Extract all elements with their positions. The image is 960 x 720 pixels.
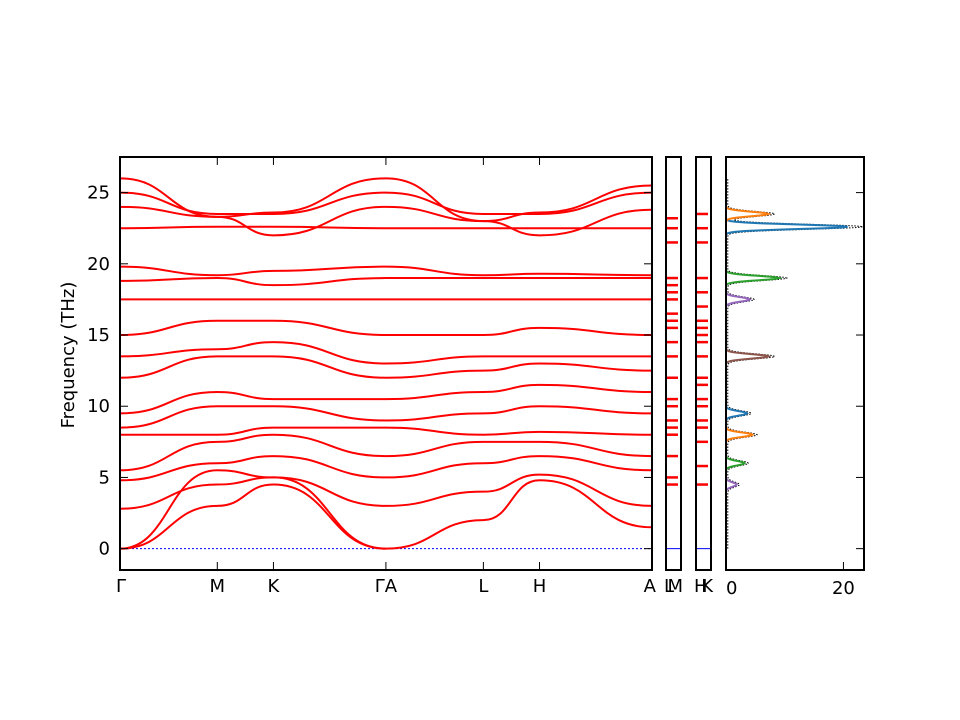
dos-x-tick-label: 20 <box>832 578 855 599</box>
path-label: M <box>667 576 683 597</box>
dos-panel-frame <box>725 156 865 571</box>
path-label: K <box>268 576 281 597</box>
band-line <box>119 177 653 223</box>
path-label: K <box>701 576 714 597</box>
path-label: L <box>664 576 674 597</box>
band-line <box>119 191 653 215</box>
path-label: H <box>533 576 547 597</box>
panel-frame <box>665 156 682 571</box>
band-line <box>119 225 652 230</box>
projected-dos-curve <box>725 179 848 549</box>
total-dos-curve <box>727 179 863 549</box>
y-axis-label: Frequency (THz) <box>58 282 79 429</box>
path-label: ΓA <box>375 576 398 597</box>
band-line <box>119 405 653 429</box>
projected-dos-curve <box>725 179 772 549</box>
y-tick-label: 25 <box>87 183 110 204</box>
band-line <box>119 426 653 436</box>
path-label: H <box>694 576 708 597</box>
y-tick-label: 10 <box>87 396 110 417</box>
path-label: M <box>210 576 226 597</box>
dos-x-tick-label: 0 <box>726 578 737 599</box>
panel-frame <box>695 156 712 571</box>
path-label: Γ <box>116 576 126 597</box>
band-line <box>119 355 653 379</box>
band-structure-panel: Γ M K ΓA L H A 0 5 10 15 20 25 <box>87 156 657 597</box>
band-line <box>119 341 653 365</box>
band-line <box>119 383 653 415</box>
band-line <box>119 469 386 550</box>
projected-dos-curve <box>725 179 783 549</box>
band-line <box>119 479 653 550</box>
lm-panel: LM <box>664 156 683 597</box>
band-line <box>119 277 652 287</box>
band-line <box>119 455 653 482</box>
hk-panel: HK <box>694 156 714 597</box>
path-label: A <box>644 576 657 597</box>
y-tick-label: 15 <box>87 325 110 346</box>
path-label: L <box>478 576 488 597</box>
y-tick-label: 0 <box>99 539 110 560</box>
band-line <box>119 473 653 510</box>
y-tick-label: 5 <box>99 467 110 488</box>
dos-panel: 0 20 <box>725 156 865 599</box>
band-line <box>119 433 653 472</box>
band-line <box>119 265 653 277</box>
band-line <box>119 319 653 337</box>
y-tick-label: 20 <box>87 254 110 275</box>
projected-dos-curve <box>725 179 772 549</box>
